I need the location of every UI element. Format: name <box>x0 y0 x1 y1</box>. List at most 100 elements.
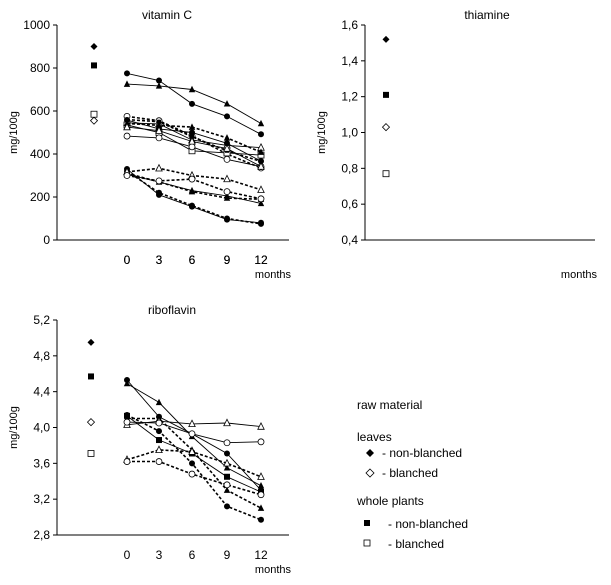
x-axis-label: months <box>561 269 598 281</box>
raw-whole-non-blanched-point <box>91 62 97 69</box>
raw-whole-non-blanched-point <box>88 373 94 380</box>
data-point <box>155 445 163 453</box>
x-tick-label: 9 <box>224 253 231 267</box>
chart-panel-1: vitamin C 0 200 400 600 800 1000 0 3 6 9 12 months mg… <box>8 8 291 281</box>
x-tick-label: 0 <box>124 253 131 267</box>
data-point <box>189 460 195 467</box>
y-tick-label: 3,2 <box>33 492 50 506</box>
y-tick-label: 0 <box>43 233 50 247</box>
data-point <box>188 470 196 478</box>
data-point <box>189 100 195 107</box>
legend-open-diamond-marker <box>365 468 375 478</box>
series-line <box>126 115 262 169</box>
series-9 <box>123 458 265 499</box>
data-point <box>188 123 196 130</box>
legend-open-square-marker <box>363 539 371 547</box>
series-8 <box>123 172 265 203</box>
x-tick-label: 3 <box>156 253 163 267</box>
x-tick-label: 9 <box>224 253 231 267</box>
y-tick-label: 600 <box>30 104 50 118</box>
data-point <box>123 458 131 465</box>
series-line <box>126 170 262 225</box>
data-point <box>258 516 264 523</box>
data-point <box>223 439 231 447</box>
data-point <box>188 136 196 145</box>
x-tick-label: 3 <box>156 548 163 562</box>
data-point <box>223 486 231 493</box>
data-point <box>223 481 231 489</box>
y-axis-label: mg/100g <box>8 406 20 449</box>
data-point <box>188 85 196 93</box>
data-point <box>257 438 265 446</box>
y-tick-label: 400 <box>30 147 50 161</box>
legend-group-whole-plants: whole plants <box>356 494 424 508</box>
data-point <box>189 202 195 209</box>
data-point <box>257 504 265 511</box>
data-point <box>224 450 230 457</box>
data-point <box>223 174 231 183</box>
chart-title: vitamin C <box>142 8 192 22</box>
y-tick-label: 3,6 <box>33 456 50 470</box>
series-6 <box>123 122 265 170</box>
data-point <box>155 126 163 134</box>
y-tick-label: 4,8 <box>33 349 50 363</box>
data-point <box>224 473 230 480</box>
data-point <box>123 379 131 387</box>
x-tick-label: 12 <box>254 253 268 267</box>
data-point <box>257 472 265 480</box>
x-tick-label: 6 <box>189 548 196 562</box>
data-point <box>223 464 231 471</box>
data-point <box>155 134 163 142</box>
y-tick-label: 0,4 <box>341 233 358 247</box>
legend-item-leaves-non-blanched: - non-blanched <box>382 446 462 460</box>
raw-whole-blanched-point <box>90 110 98 118</box>
x-tick-label: 12 <box>254 253 268 267</box>
data-point <box>224 113 230 120</box>
data-point <box>188 186 196 194</box>
data-point <box>224 140 230 147</box>
series-7 <box>123 418 265 447</box>
y-tick-label: 4,4 <box>33 385 50 399</box>
data-point <box>258 131 264 138</box>
series-2 <box>123 80 265 127</box>
legend-title: raw material <box>357 398 422 412</box>
data-point <box>188 447 196 455</box>
y-tick-label: 800 <box>30 61 50 75</box>
data-point <box>123 80 131 87</box>
y-axis-label: mg/100g <box>316 111 328 154</box>
data-point <box>188 175 196 183</box>
data-point <box>188 419 196 428</box>
data-point <box>123 172 131 179</box>
data-point <box>156 428 162 435</box>
data-point <box>223 458 231 467</box>
legend-filled-diamond-marker <box>366 449 374 457</box>
data-point <box>123 132 131 140</box>
y-tick-label: 0,6 <box>341 197 358 211</box>
data-point <box>223 418 231 427</box>
raw-leaves-non-blanched-point <box>87 338 95 346</box>
data-point <box>156 437 162 444</box>
legend: raw material leaves - non-blanched - bla… <box>356 398 468 551</box>
x-tick-label: 0 <box>124 253 131 267</box>
y-tick-label: 0,8 <box>341 161 358 175</box>
data-point <box>257 148 265 155</box>
chart-panel-2: thiamine 0,4 0,6 0,8 1,0 1,2 1,4 1,6 0 3 6 9 12 month… <box>123 8 598 281</box>
y-tick-label: 4,0 <box>33 421 50 435</box>
y-axis-label: mg/100g <box>8 111 20 154</box>
data-point <box>156 189 162 196</box>
data-point <box>257 422 265 430</box>
data-point <box>257 161 265 170</box>
data-point <box>123 418 131 426</box>
y-tick-label: 1,6 <box>341 18 358 32</box>
data-point <box>155 121 163 129</box>
x-tick-label: 6 <box>189 253 196 267</box>
legend-item-leaves-blanched: - blanched <box>382 466 438 480</box>
y-tick-label: 1,2 <box>341 90 358 104</box>
data-point <box>258 220 264 227</box>
legend-item-whole-non-blanched: - non-blanched <box>388 517 468 531</box>
data-point <box>155 419 163 427</box>
x-axis-label: months <box>255 269 292 281</box>
data-point <box>223 134 231 141</box>
data-point <box>224 503 230 510</box>
raw-leaves-blanched-point <box>381 123 391 132</box>
